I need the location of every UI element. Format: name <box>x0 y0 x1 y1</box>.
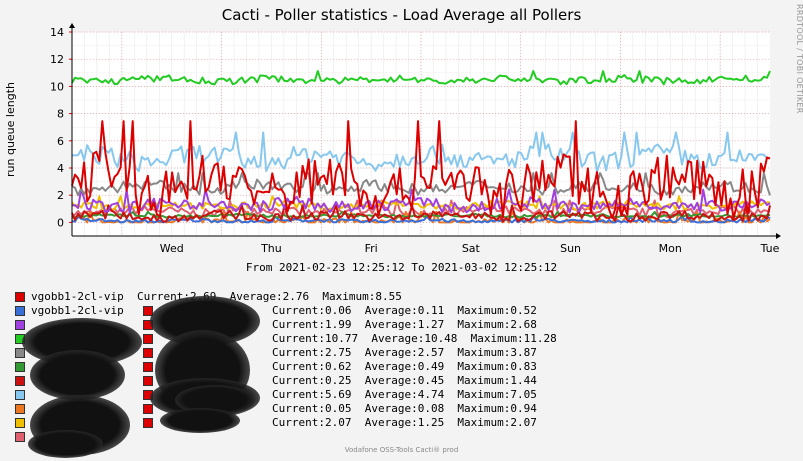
y-tick-label: 8 <box>57 108 64 121</box>
legend-swatch <box>15 432 25 442</box>
x-tick-label: Wed <box>160 242 184 255</box>
series-line <box>71 188 771 214</box>
x-tick-label: Sun <box>560 242 581 255</box>
legend-stats: Current:5.69 Average:4.74 Maximum:7.05 <box>272 388 537 401</box>
series-line <box>71 70 771 86</box>
legend-swatch <box>143 348 153 358</box>
plot-area: 0 2 4 6 8 10 12 14 Wed Thu Fri Sat Sun Mon Tue <box>50 23 781 255</box>
y-axis-arrow <box>69 23 75 28</box>
legend-stats: Current:1.99 Average:1.27 Maximum:2.68 <box>272 318 537 331</box>
legend-swatch <box>15 320 25 330</box>
series-line <box>71 204 771 223</box>
legend-stats: Current:0.25 Average:0.45 Maximum:1.44 <box>272 374 537 387</box>
legend-stats: Current:2.75 Average:2.57 Maximum:3.87 <box>272 346 537 359</box>
legend-entry: vgobb1-2cl-vip Current:2.69 Average:2.76… <box>31 290 402 303</box>
legend-swatch <box>15 418 25 428</box>
legend-stats: Current:2.07 Average:1.25 Maximum:2.07 <box>272 416 537 429</box>
date-range-label: From 2021-02-23 12:25:12 To 2021-03-02 1… <box>245 261 558 274</box>
x-tick-label: Tue <box>760 242 780 255</box>
y-tick-label: 12 <box>50 53 64 66</box>
legend-swatch <box>143 418 153 428</box>
y-tick-label: 14 <box>50 26 64 39</box>
legend-swatch <box>15 404 25 414</box>
legend-swatch <box>143 306 153 316</box>
x-axis-arrow <box>776 233 781 239</box>
legend-swatch <box>15 362 25 372</box>
legend-swatch <box>143 404 153 414</box>
legend-stats: Current:0.06 Average:0.11 Maximum:0.52 <box>272 304 537 317</box>
y-tick-label: 6 <box>57 135 64 148</box>
redaction-mark <box>28 430 103 458</box>
chart-title: Cacti - Poller statistics - Load Average… <box>221 6 582 24</box>
legend-stats: Current:10.77 Average:10.48 Maximum:11.2… <box>272 332 557 345</box>
x-tick-label: Mon <box>659 242 682 255</box>
legend-swatch <box>143 362 153 372</box>
redaction-mark <box>160 408 240 433</box>
legend-stats: Current:0.62 Average:0.49 Maximum:0.83 <box>272 360 537 373</box>
footer-credit: Vodafone OSS-Tools Cacti® prod <box>344 446 459 454</box>
y-tick-label: 4 <box>57 162 64 175</box>
redaction-mark <box>30 350 125 400</box>
legend-swatch <box>143 334 153 344</box>
y-tick-label: 0 <box>57 216 64 229</box>
x-tick-label: Sat <box>462 242 481 255</box>
y-tick-label: 10 <box>50 80 64 93</box>
legend-series-name: vgobb1-2cl-vip <box>31 304 124 317</box>
legend-swatch <box>15 306 25 316</box>
legend-swatch <box>15 292 25 302</box>
x-tick-label: Fri <box>365 242 378 255</box>
legend-stats: Current:0.05 Average:0.08 Maximum:0.94 <box>272 402 537 415</box>
legend-swatch <box>15 348 25 358</box>
rrdtool-credit: RRDTOOL / TOBI OETIKER <box>795 4 803 114</box>
legend-swatch <box>15 376 25 386</box>
series-line <box>71 120 771 220</box>
x-tick-label: Thu <box>260 242 282 255</box>
y-tick-label: 2 <box>57 189 64 202</box>
legend-swatch <box>143 376 153 386</box>
legend-swatch <box>15 390 25 400</box>
